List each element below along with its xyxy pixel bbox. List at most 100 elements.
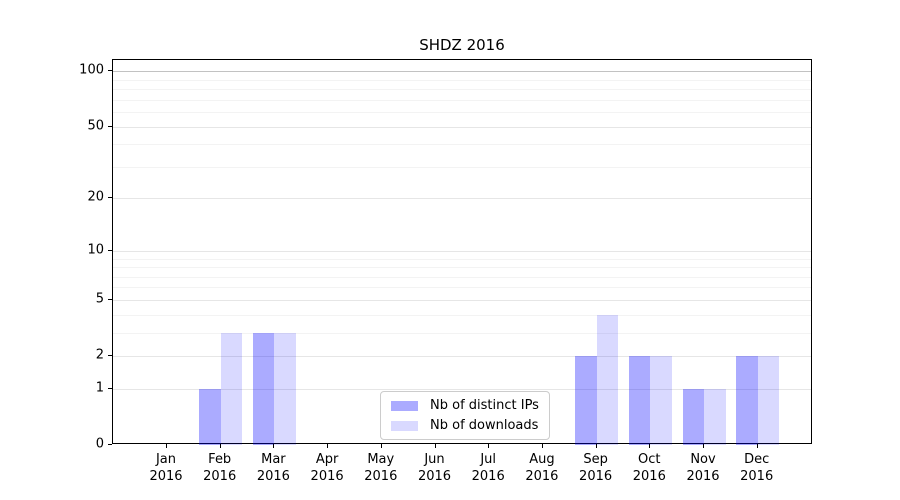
gridline-minor bbox=[113, 144, 811, 146]
y-tick-mark bbox=[108, 444, 112, 445]
x-tick-year: 2016 bbox=[417, 469, 452, 484]
x-tick-month: Feb bbox=[208, 452, 232, 467]
x-tick-label: Jun 2016 bbox=[400, 451, 470, 485]
x-tick-month: Oct bbox=[638, 452, 661, 467]
x-tick-month: Mar bbox=[261, 452, 286, 467]
legend: Nb of distinct IPs Nb of downloads bbox=[380, 391, 550, 440]
x-tick-month: May bbox=[367, 452, 395, 467]
x-tick-mark bbox=[649, 444, 651, 448]
y-tick-label: 10 bbox=[87, 242, 104, 258]
gridline-minor bbox=[113, 287, 811, 289]
x-tick-year: 2016 bbox=[686, 469, 720, 484]
gridline-major bbox=[113, 299, 811, 301]
x-tick-month: Jul bbox=[480, 452, 497, 467]
x-tick-mark bbox=[273, 444, 275, 448]
legend-swatch-distinct-ips bbox=[391, 400, 418, 411]
x-tick-label: Feb 2016 bbox=[185, 451, 255, 485]
x-tick-month: Sep bbox=[583, 452, 608, 467]
y-tick-label: 100 bbox=[79, 62, 104, 78]
gridline-minor bbox=[113, 89, 811, 91]
gridline-minor bbox=[113, 276, 811, 278]
legend-label-downloads: Nb of downloads bbox=[430, 418, 539, 433]
bar-distinct-ips bbox=[682, 388, 704, 445]
y-tick-label: 2 bbox=[95, 347, 104, 363]
gridline-minor bbox=[113, 314, 811, 316]
gridline-minor bbox=[113, 332, 811, 334]
gridline-minor bbox=[113, 258, 811, 260]
chart-title: SHDZ 2016 bbox=[419, 36, 505, 54]
x-tick-year: 2016 bbox=[525, 469, 559, 484]
y-tick-label: 50 bbox=[87, 118, 104, 134]
x-tick-mark bbox=[488, 444, 490, 448]
x-tick-year: 2016 bbox=[149, 469, 183, 484]
x-tick-label: Aug 2016 bbox=[507, 451, 577, 485]
x-tick-month: Dec bbox=[744, 452, 770, 467]
gridline-major bbox=[113, 198, 811, 200]
gridline-major bbox=[113, 250, 811, 252]
x-tick-month: Apr bbox=[315, 452, 339, 467]
gridline-major bbox=[113, 71, 811, 73]
legend-swatch-downloads bbox=[391, 420, 418, 431]
x-tick-month: Aug bbox=[529, 452, 555, 467]
bar-downloads bbox=[596, 314, 619, 445]
y-tick-mark bbox=[108, 197, 112, 199]
y-tick-mark bbox=[108, 249, 112, 251]
bar-downloads bbox=[704, 388, 726, 445]
y-tick-label: 20 bbox=[87, 189, 104, 205]
y-tick-mark bbox=[108, 298, 112, 300]
bar-downloads bbox=[650, 356, 672, 445]
gridline-major bbox=[113, 388, 811, 390]
bar-distinct-ips bbox=[199, 388, 221, 445]
x-tick-label: Jul 2016 bbox=[453, 451, 523, 485]
x-tick-label: Mar 2016 bbox=[238, 451, 308, 485]
bar-distinct-ips bbox=[252, 332, 275, 445]
x-tick-label: Nov 2016 bbox=[668, 451, 738, 485]
bar-downloads bbox=[757, 356, 780, 445]
plot-area bbox=[112, 59, 812, 445]
y-tick-mark bbox=[108, 387, 112, 389]
gridline-minor bbox=[113, 267, 811, 269]
y-tick-mark bbox=[108, 70, 112, 72]
x-tick-mark bbox=[327, 444, 329, 448]
x-tick-label: Dec 2016 bbox=[722, 451, 792, 485]
gridline-major bbox=[113, 356, 811, 358]
x-tick-month: Jan bbox=[155, 452, 177, 467]
legend-label-distinct-ips: Nb of distinct IPs bbox=[430, 398, 539, 413]
x-tick-year: 2016 bbox=[579, 469, 613, 484]
x-tick-mark bbox=[703, 444, 704, 448]
legend-item-downloads: Nb of downloads bbox=[391, 418, 539, 433]
bar-distinct-ips bbox=[628, 356, 651, 445]
y-tick-mark bbox=[108, 125, 112, 127]
x-tick-mark bbox=[756, 444, 758, 448]
x-tick-year: 2016 bbox=[471, 469, 505, 484]
gridline-minor bbox=[113, 166, 811, 168]
x-tick-label: Sep 2016 bbox=[561, 451, 631, 485]
x-tick-year: 2016 bbox=[310, 469, 344, 484]
x-tick-label: Jan 2016 bbox=[131, 451, 201, 485]
gridline-minor bbox=[113, 112, 811, 114]
gridline-major bbox=[113, 126, 811, 128]
gridline-minor bbox=[113, 99, 811, 101]
x-tick-label: Oct 2016 bbox=[614, 451, 684, 485]
y-tick-mark bbox=[108, 355, 112, 357]
x-tick-mark bbox=[434, 444, 436, 448]
x-tick-month: Jun bbox=[424, 452, 445, 467]
x-tick-year: 2016 bbox=[203, 469, 237, 484]
bar-downloads bbox=[274, 332, 296, 445]
x-tick-year: 2016 bbox=[740, 469, 774, 484]
bar-distinct-ips bbox=[575, 356, 597, 445]
x-tick-mark bbox=[166, 444, 167, 448]
y-tick-label: 0 bbox=[95, 436, 104, 452]
bar-downloads bbox=[220, 332, 243, 445]
x-tick-mark bbox=[541, 444, 543, 448]
x-tick-label: Apr 2016 bbox=[292, 451, 362, 485]
x-tick-label: May 2016 bbox=[346, 451, 416, 485]
bar-distinct-ips bbox=[736, 356, 758, 445]
legend-item-distinct-ips: Nb of distinct IPs bbox=[391, 398, 539, 413]
x-tick-year: 2016 bbox=[256, 469, 290, 484]
x-tick-mark bbox=[219, 444, 221, 448]
gridline-minor bbox=[113, 79, 811, 81]
x-tick-month: Nov bbox=[690, 452, 716, 467]
x-tick-mark bbox=[380, 444, 382, 448]
